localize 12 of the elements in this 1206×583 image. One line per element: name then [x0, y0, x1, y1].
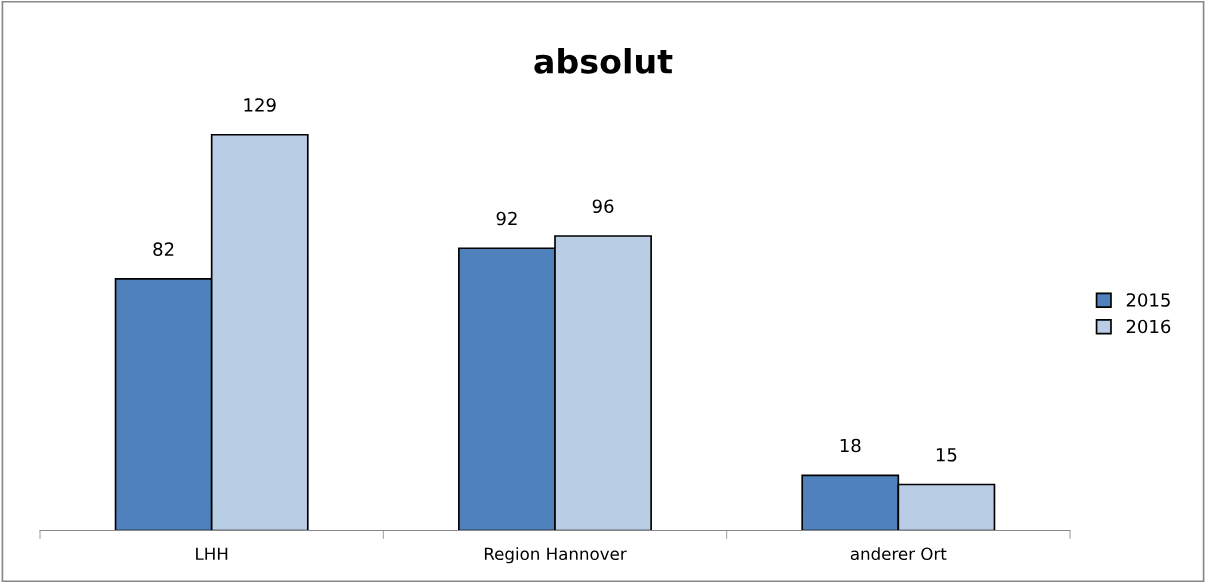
data-label: 82	[153, 242, 174, 256]
data-label: 92	[496, 211, 517, 226]
data-label: 18	[840, 438, 861, 453]
data-label: 15	[936, 448, 957, 462]
legend-label: 2015	[1126, 293, 1170, 307]
data-label: 96	[592, 199, 614, 214]
data-label: 129	[244, 98, 276, 112]
chart-title: absolut	[534, 48, 673, 74]
x-tick-label: Region Hannover	[484, 547, 627, 564]
x-tick-label: LHH	[196, 547, 228, 560]
x-tick-label: anderer Ort	[850, 547, 947, 561]
legend-label: 2016	[1126, 319, 1171, 334]
